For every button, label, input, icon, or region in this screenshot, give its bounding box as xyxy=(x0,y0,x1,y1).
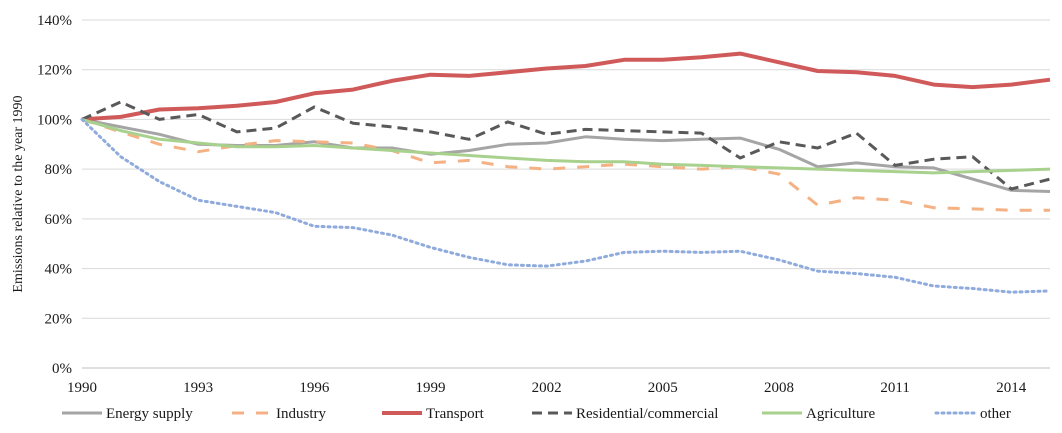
x-tick-label: 2014 xyxy=(996,380,1027,396)
y-axis-label: Emissions relative to the year 1990 xyxy=(11,95,26,292)
legend-label: Energy supply xyxy=(106,406,193,422)
series-line-agriculture xyxy=(81,117,1051,175)
series-lines xyxy=(80,51,1052,294)
legend-label: Transport xyxy=(426,406,485,422)
y-tick-label: 40% xyxy=(45,262,73,278)
y-tick-label: 20% xyxy=(45,311,73,327)
x-tick-label: 2002 xyxy=(532,380,562,396)
series-line-industry xyxy=(81,117,1050,212)
y-tick-label: 100% xyxy=(37,112,72,128)
x-tick-label: 2011 xyxy=(880,380,909,396)
y-tick-label: 80% xyxy=(45,162,73,178)
y-tick-labels: 0% 20% 40% 60% 80% 100% 120% 140% xyxy=(37,13,72,377)
gridlines xyxy=(82,19,1050,319)
x-tick-label: 1993 xyxy=(183,380,213,396)
legend: Energy supply Industry Transport Residentia… xyxy=(62,406,1011,422)
series-line-other xyxy=(80,117,1052,294)
series-line-energy-supply xyxy=(81,117,1051,193)
series-line-residential-commercial xyxy=(81,100,1051,191)
x-tick-label: 1996 xyxy=(299,380,330,396)
x-tick-label: 1999 xyxy=(415,380,445,396)
series-line-transport xyxy=(81,51,1051,122)
y-tick-label: 120% xyxy=(37,63,72,79)
y-tick-label: 140% xyxy=(37,13,72,29)
legend-label: Residential/commercial xyxy=(576,406,718,422)
y-tick-label: 0% xyxy=(52,361,72,377)
x-tick-label: 1990 xyxy=(67,380,97,396)
legend-label: Agriculture xyxy=(806,406,875,422)
y-tick-label: 60% xyxy=(45,212,73,228)
legend-label: Industry xyxy=(276,406,326,422)
x-tick-labels: 1990 1993 1996 1999 2002 2005 2008 2011 2014 xyxy=(67,380,1027,396)
x-tick-label: 2005 xyxy=(648,380,678,396)
x-tick-label: 2008 xyxy=(764,380,794,396)
legend-label: other xyxy=(980,406,1011,422)
